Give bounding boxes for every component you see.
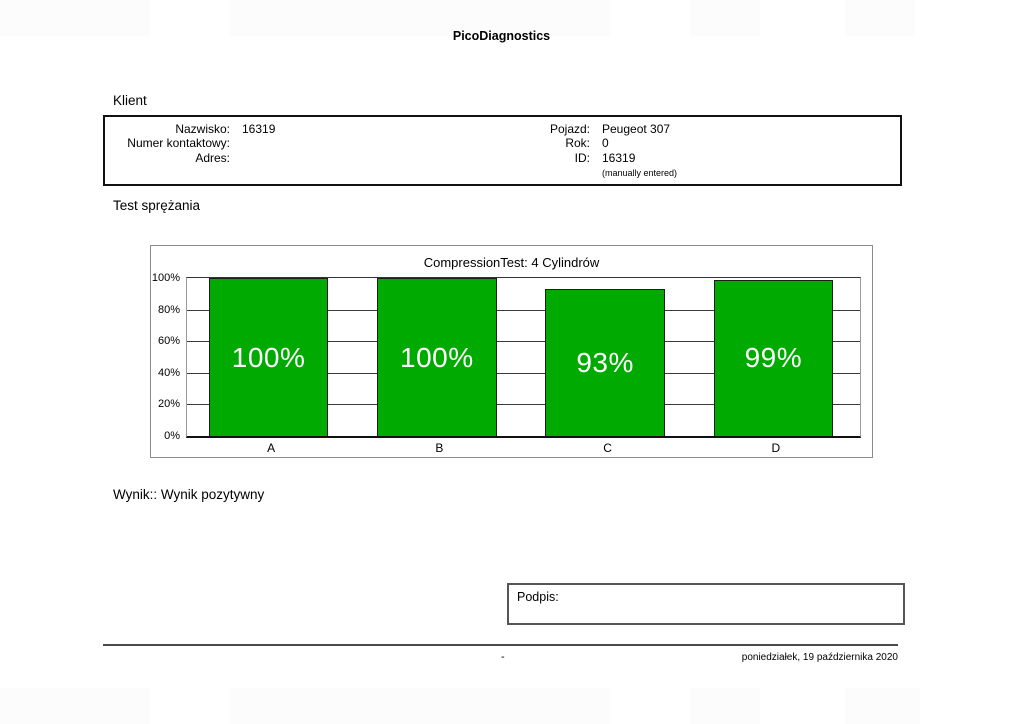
id-manual-note: (manually entered)	[602, 167, 678, 178]
test-section-title: Test sprężania	[113, 198, 201, 213]
y-axis-tick: 80%	[157, 303, 180, 316]
field-label: Pojazd:	[549, 122, 590, 136]
bar-cylinder-d: 99%	[713, 279, 834, 436]
y-axis-tick: 100%	[151, 272, 180, 284]
bar-value-label: 99%	[744, 342, 803, 374]
gridline-60	[187, 341, 860, 343]
bar-group-b: 100% B	[355, 278, 523, 455]
footer-page-marker: -	[501, 651, 505, 663]
page-edge-artifact	[0, 688, 150, 724]
field-label: Rok:	[565, 136, 590, 151]
field-pojazd: Pojazd: Peugeot 307	[525, 122, 677, 136]
field-nazwisko: Nazwisko: 16319	[113, 122, 275, 136]
bar-cylinder-c: 93%	[545, 289, 665, 436]
bar-value-label: 100%	[400, 341, 474, 373]
field-rok: Rok: 0	[525, 136, 677, 150]
chart-plot-area: 100% 80% 60% 40% 20% 0% 100% A 100% B	[152, 272, 861, 455]
field-value: Peugeot 307	[602, 122, 671, 136]
y-axis-tick: 60%	[157, 335, 180, 348]
field-numer-kontaktowy: Numer kontaktowy:	[113, 136, 275, 150]
page-edge-artifact	[690, 0, 760, 36]
page-edge-artifact	[845, 688, 920, 724]
client-fields-left: Nazwisko: 16319 Numer kontaktowy: Adres:	[113, 122, 275, 165]
bar-group-a: 100% A	[187, 278, 355, 455]
bar-value-label: 93%	[576, 347, 634, 379]
client-info-box: Nazwisko: 16319 Numer kontaktowy: Adres:…	[103, 115, 902, 186]
gridline-80	[187, 309, 860, 311]
field-label: Adres:	[195, 150, 230, 165]
footer-divider	[103, 644, 898, 646]
x-axis-tick: C	[603, 441, 612, 455]
page-edge-artifact	[845, 0, 915, 36]
client-section-title: Klient	[113, 93, 147, 108]
page-edge-artifact	[230, 0, 610, 36]
signature-box: Podpis:	[507, 583, 905, 625]
test-result-text: Wynik:: Wynik pozytywny	[113, 487, 265, 502]
page-edge-artifact	[690, 688, 760, 724]
gridline-40	[187, 372, 860, 374]
y-axis-tick: 40%	[157, 366, 180, 379]
footer-date: poniedziałek, 19 października 2020	[741, 652, 898, 663]
field-label: Nazwisko:	[175, 122, 230, 136]
signature-label: Podpis:	[517, 590, 559, 604]
compression-bar-chart: CompressionTest: 4 Cylindrów 100% 80% 60…	[150, 245, 873, 458]
client-fields-right: Pojazd: Peugeot 307 Rok: 0 ID: 16319 (ma…	[525, 122, 677, 180]
x-axis-tick: D	[771, 441, 781, 455]
bar-group-c: 93% C	[524, 278, 692, 455]
bar-series: 100% A 100% B 93% C	[187, 278, 860, 455]
page-edge-artifact	[230, 688, 610, 724]
x-axis-tick: A	[267, 441, 276, 455]
field-value: 16319	[602, 150, 636, 165]
y-axis-tick: 0%	[164, 430, 180, 442]
field-value: 0	[602, 136, 609, 151]
page-edge-artifact	[0, 0, 150, 36]
x-axis-tick: B	[435, 441, 444, 455]
field-adres: Adres:	[113, 151, 275, 165]
report-title: PicoDiagnostics	[452, 29, 551, 43]
bar-cylinder-b: 100%	[377, 278, 497, 436]
gridline-20	[187, 404, 860, 406]
bar-group-d: 99% D	[692, 278, 860, 455]
field-value: 16319	[242, 122, 276, 136]
field-label: ID:	[574, 150, 590, 165]
bar-value-label: 100%	[231, 341, 306, 373]
field-label: Numer kontaktowy:	[127, 136, 230, 151]
chart-title: CompressionTest: 4 Cylindrów	[423, 255, 600, 270]
field-id: ID: 16319	[525, 151, 677, 165]
bar-cylinder-a: 100%	[208, 278, 329, 436]
y-axis-tick: 20%	[157, 398, 180, 411]
